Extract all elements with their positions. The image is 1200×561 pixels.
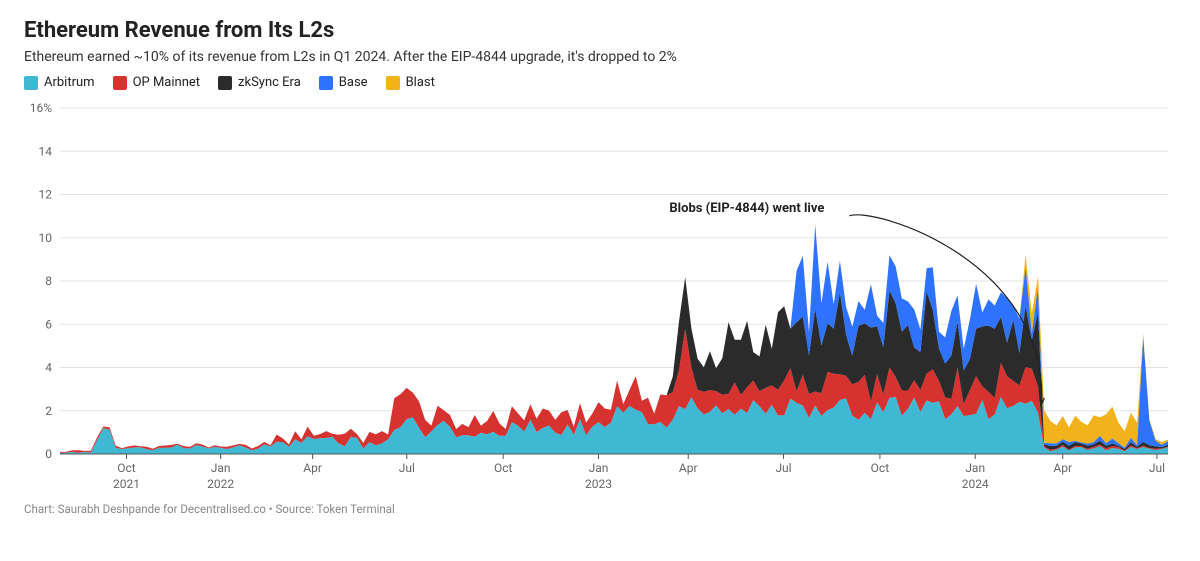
y-tick-label: 16% xyxy=(30,101,52,115)
x-tick-label: Oct xyxy=(494,461,513,475)
x-tick-year-label: 2021 xyxy=(113,477,140,491)
x-tick-label: Apr xyxy=(303,461,322,475)
x-tick-label: Apr xyxy=(679,461,698,475)
legend-label-op: OP Mainnet xyxy=(133,75,200,90)
x-tick-label: Apr xyxy=(1053,461,1072,475)
x-tick-year-label: 2024 xyxy=(962,477,989,491)
legend-swatch-arbitrum xyxy=(24,76,38,90)
y-tick-label: 6 xyxy=(45,317,52,331)
x-tick-label: Jan xyxy=(211,461,231,475)
legend-item-zksync: zkSync Era xyxy=(218,75,301,90)
x-tick-year-label: 2022 xyxy=(207,477,234,491)
x-tick-label: Jan xyxy=(589,461,609,475)
chart-title: Ethereum Revenue from Its L2s xyxy=(24,18,1176,43)
y-tick-label: 2 xyxy=(45,404,52,418)
chart-container: Ethereum Revenue from Its L2s Ethereum e… xyxy=(0,0,1200,561)
legend-item-arbitrum: Arbitrum xyxy=(24,75,95,90)
plot-area: 0 2 4 6 8 10 12 14 16% Oct 2021 Jan 2022 Apr Jul Oct Jan… xyxy=(24,96,1176,496)
x-tick-label: Jul xyxy=(1149,461,1165,475)
x-tick-label: Jul xyxy=(399,461,415,475)
legend-swatch-op xyxy=(113,76,127,90)
chart-subtitle: Ethereum earned ~10% of its revenue from… xyxy=(24,49,1176,65)
y-tick-label: 0 xyxy=(45,447,52,461)
legend-swatch-zksync xyxy=(218,76,232,90)
legend-label-zksync: zkSync Era xyxy=(238,75,301,90)
legend: Arbitrum OP Mainnet zkSync Era Base Blast xyxy=(24,75,1176,90)
y-tick-label: 8 xyxy=(45,274,52,288)
y-tick-label: 4 xyxy=(45,361,52,375)
legend-label-arbitrum: Arbitrum xyxy=(44,75,95,90)
x-tick-label: Jul xyxy=(775,461,791,475)
y-tick-label: 14 xyxy=(39,144,53,158)
legend-swatch-base xyxy=(319,76,333,90)
legend-item-op: OP Mainnet xyxy=(113,75,200,90)
annotation-label: Blobs (EIP-4844) went live xyxy=(669,201,824,216)
chart-footer: Chart: Saurabh Deshpande for Decentralis… xyxy=(24,502,1176,516)
y-tick-label: 12 xyxy=(39,188,53,202)
legend-label-blast: Blast xyxy=(406,75,435,90)
y-tick-label: 10 xyxy=(39,231,53,245)
x-tick-label: Oct xyxy=(871,461,890,475)
legend-item-blast: Blast xyxy=(386,75,435,90)
legend-label-base: Base xyxy=(339,75,368,90)
x-tick-label: Jan xyxy=(965,461,985,475)
legend-swatch-blast xyxy=(386,76,400,90)
chart-svg: 0 2 4 6 8 10 12 14 16% Oct 2021 Jan 2022 Apr Jul Oct Jan… xyxy=(24,96,1176,496)
x-tick-label: Oct xyxy=(117,461,136,475)
x-tick-year-label: 2023 xyxy=(585,477,612,491)
legend-item-base: Base xyxy=(319,75,368,90)
